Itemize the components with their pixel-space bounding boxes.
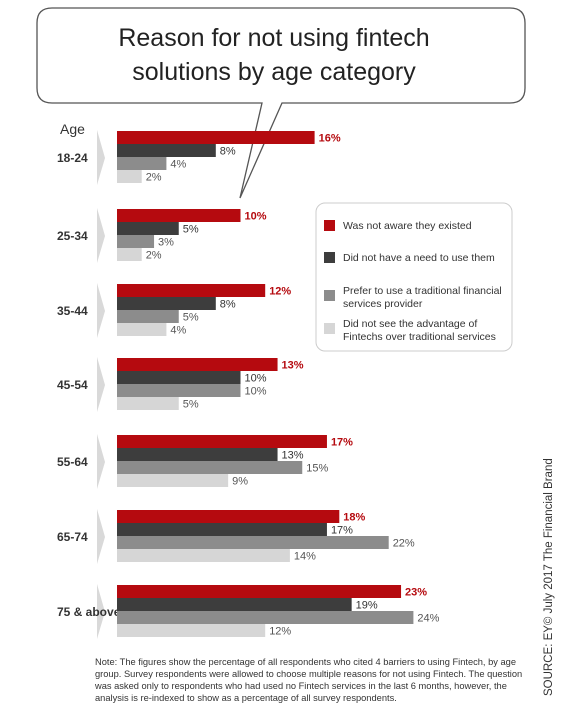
category-label: 35-44	[57, 304, 88, 318]
data-label: 24%	[417, 613, 439, 625]
bar	[117, 474, 229, 487]
bar	[117, 170, 142, 183]
legend-box	[315, 202, 513, 352]
source-credit: SOURCE: EY© July 2017 The Financial Bran…	[543, 458, 555, 696]
group-chevron	[97, 509, 105, 564]
bar	[117, 448, 278, 461]
chart-title-line-2: solutions by age category	[132, 58, 416, 86]
category-label: 65-74	[57, 530, 88, 544]
data-label: 4%	[170, 325, 186, 337]
data-label: 5%	[183, 399, 199, 411]
group-chevron	[97, 434, 105, 489]
legend-label: Did not see the advantage of	[343, 318, 477, 330]
bar-group-75-above: 75 & above 23% 19% 24% 12%	[57, 584, 440, 639]
data-label: 3%	[158, 237, 174, 249]
bar	[117, 598, 352, 611]
data-label: 22%	[393, 538, 415, 550]
data-label: 14%	[294, 551, 316, 563]
chart-note: Note: The figures show the percentage of…	[95, 657, 523, 703]
data-label: 10%	[245, 373, 267, 385]
data-label: 16%	[319, 133, 341, 145]
category-label: 18-24	[57, 151, 88, 165]
bar	[117, 297, 216, 310]
group-chevron	[97, 208, 105, 263]
category-label: 75 & above	[57, 605, 121, 619]
bar	[117, 144, 216, 157]
data-label: 5%	[183, 224, 199, 236]
legend-swatch	[324, 220, 335, 231]
bar	[117, 397, 179, 410]
category-label: 45-54	[57, 378, 88, 392]
bar	[117, 523, 327, 536]
bar	[117, 371, 241, 384]
data-label: 10%	[245, 211, 267, 223]
bar-groups: 18-2416%8%4%2%25-3410%5%3%2%35-4412%8%5%…	[57, 130, 440, 639]
data-label: 8%	[220, 299, 236, 311]
bar	[117, 131, 315, 144]
data-label: 2%	[146, 172, 162, 184]
data-label: 8%	[220, 146, 236, 158]
bar-group-18-24: 18-24 16% 8% 4% 2%	[57, 130, 341, 185]
bar	[117, 284, 266, 297]
data-label: 23%	[405, 587, 427, 599]
bar	[117, 358, 278, 371]
data-label: 12%	[269, 286, 291, 298]
data-label: 17%	[331, 437, 353, 449]
legend-swatch	[324, 290, 335, 301]
bar	[117, 384, 241, 397]
data-label: 18%	[343, 512, 365, 524]
legend-label: Prefer to use a traditional financial	[343, 285, 502, 297]
bar	[117, 549, 290, 562]
data-label: 2%	[146, 250, 162, 262]
data-label: 12%	[269, 626, 291, 638]
bar	[117, 235, 155, 248]
bar	[117, 310, 179, 323]
legend-label: Fintechs over traditional services	[343, 331, 496, 343]
legend-swatch	[324, 252, 335, 263]
group-chevron	[97, 130, 105, 185]
bar-group-65-74: 65-74 18%17% 22% 14%	[57, 509, 415, 564]
category-label: 25-34	[57, 229, 88, 243]
data-label: 17%	[331, 525, 353, 537]
bar	[117, 222, 179, 235]
legend-label: services provider	[343, 298, 423, 310]
legend-swatch	[324, 323, 335, 334]
data-label: 15%	[306, 463, 328, 475]
bar-group-55-64: 55-64 17% 13%15% 9%	[57, 434, 353, 489]
bar	[117, 461, 303, 474]
data-label: 5%	[183, 312, 199, 324]
data-label: 4%	[170, 159, 186, 171]
group-chevron	[97, 584, 105, 639]
bar	[117, 510, 340, 523]
bar	[117, 209, 241, 222]
bar	[117, 157, 167, 170]
bar	[117, 611, 414, 624]
bar-group-35-44: 35-44 12% 8% 5%4%	[57, 283, 291, 338]
bar	[117, 248, 142, 261]
bar-group-25-34: 25-34 10% 5% 3%2%	[57, 208, 267, 263]
legend-label: Did not have a need to use them	[343, 252, 495, 264]
bar-group-45-54: 45-54 13% 10%10% 5%	[57, 357, 304, 412]
data-label: 10%	[245, 386, 267, 398]
data-label: 13%	[282, 450, 304, 462]
legend: Was not aware they existed Did not have a…	[324, 220, 502, 343]
data-label: 9%	[232, 476, 248, 488]
legend-label: Was not aware they existed	[343, 220, 472, 232]
bar	[117, 435, 327, 448]
group-chevron	[97, 283, 105, 338]
chart-title-line-1: Reason for not using fintech	[118, 24, 429, 52]
data-label: 13%	[282, 360, 304, 372]
bar	[117, 536, 389, 549]
data-label: 19%	[356, 600, 378, 612]
bar	[117, 323, 167, 336]
group-chevron	[97, 357, 105, 412]
bar	[117, 624, 266, 637]
title-bubble	[36, 7, 526, 199]
category-label: 55-64	[57, 455, 88, 469]
category-header: Age	[60, 121, 85, 137]
bar	[117, 585, 402, 598]
